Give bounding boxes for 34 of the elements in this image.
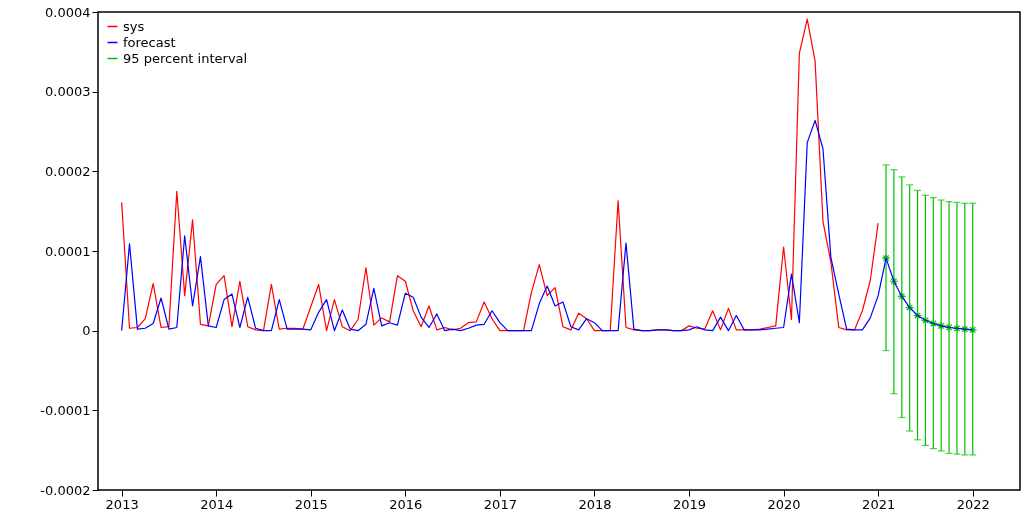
- y-tick-label: 0.0001: [45, 243, 91, 259]
- line-series: [121, 18, 879, 332]
- y-tick-label: -0.0001: [40, 402, 91, 418]
- x-tick-label: 2014: [200, 496, 234, 512]
- point: [944, 323, 954, 332]
- point: [960, 324, 970, 334]
- y-tick-label: 0.0002: [45, 163, 91, 179]
- point: [928, 319, 938, 328]
- x-tick-label: 2022: [956, 496, 990, 512]
- x-tick-label: 2016: [389, 496, 423, 512]
- y-tick-label: -0.0002: [40, 482, 91, 498]
- x-tick-label: 2013: [105, 496, 139, 512]
- legend-label: forecast: [123, 34, 176, 50]
- line-series: [121, 119, 974, 332]
- point: [936, 321, 946, 331]
- point: [968, 325, 978, 335]
- y-tick-label: 0.0004: [45, 4, 91, 20]
- legend-label: sys: [123, 18, 145, 34]
- y-tick-label: 0: [82, 323, 91, 339]
- point: [881, 253, 891, 263]
- y-tick-label: 0.0003: [45, 84, 91, 100]
- x-tick-label: 2018: [578, 496, 612, 512]
- point: [920, 315, 930, 325]
- x-tick-label: 2017: [483, 496, 517, 512]
- point: [952, 323, 962, 333]
- point: [913, 311, 923, 320]
- point: [889, 276, 899, 286]
- legend-label: 95 percent interval: [123, 50, 248, 66]
- point: [905, 303, 915, 313]
- x-tick-label: 2021: [862, 496, 896, 512]
- point: [897, 291, 907, 301]
- x-tick-label: 2020: [767, 496, 801, 512]
- x-tick-label: 2015: [294, 496, 328, 512]
- x-tick-label: 2019: [672, 496, 707, 512]
